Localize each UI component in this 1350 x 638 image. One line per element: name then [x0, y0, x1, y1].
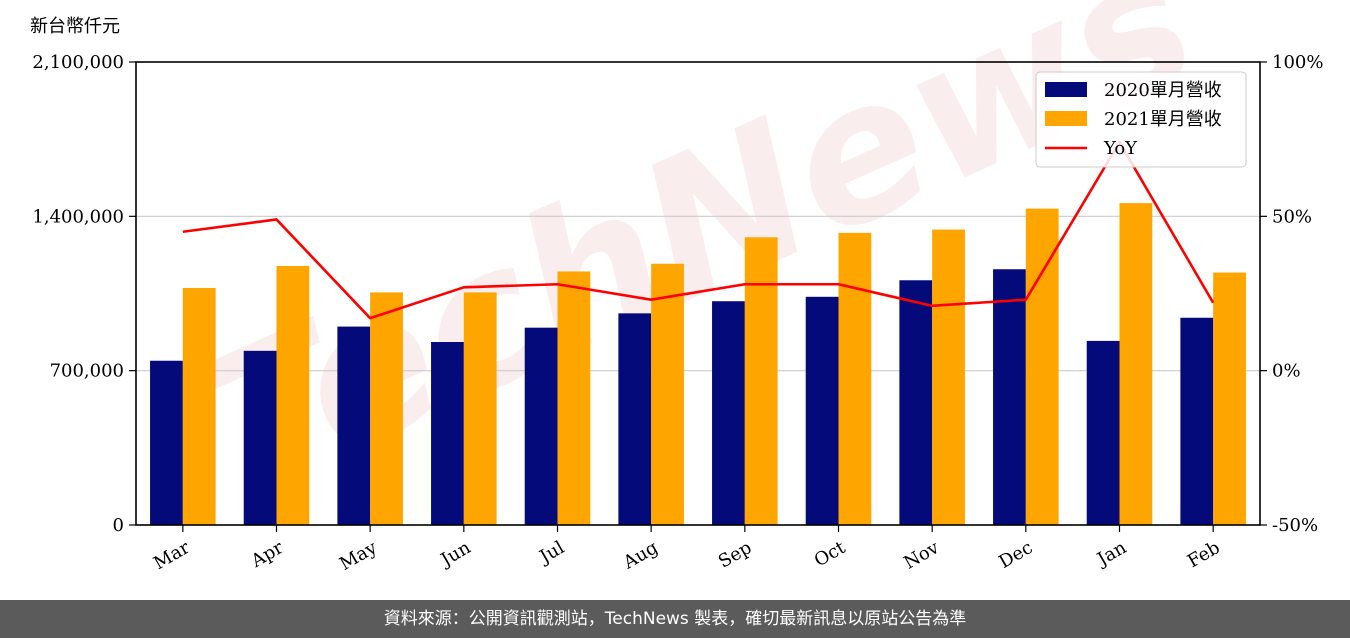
bar-2021-dec [1025, 208, 1059, 525]
legend-label-yoy: YoY [1103, 138, 1138, 159]
y-tick-label: 1,400,000 [32, 206, 124, 227]
bar-2020-dec [993, 269, 1026, 525]
legend-label-2021: 2021單月營收 [1104, 109, 1222, 130]
x-tick-label: Jun [436, 537, 475, 572]
chart: TechNews 0700,0001,400,0002,100,000-50%0… [30, 0, 1323, 575]
y-axis-unit-label: 新台幣仟元 [30, 16, 120, 37]
plot-frame [135, 61, 1261, 526]
bar-2020-mar [150, 360, 183, 525]
legend-label-2020: 2020單月營收 [1104, 80, 1222, 101]
bar-2020-oct [805, 296, 839, 525]
bar-2021-apr [276, 265, 310, 525]
bar-2020-nov [899, 280, 933, 525]
bar-2020-aug [618, 313, 652, 525]
bar-2020-sep [712, 301, 745, 525]
y2-tick-label: 100% [1272, 52, 1323, 73]
bar-2020-jul [524, 327, 558, 525]
x-tick-label: Aug [619, 537, 662, 574]
bar-2021-oct [838, 232, 872, 525]
yoy-line [182, 140, 1215, 320]
y-tick-label: 0 [113, 515, 124, 536]
x-tick-label: Oct [811, 537, 850, 572]
x-tick-label: May [336, 537, 381, 575]
legend-swatch-2021 [1045, 111, 1087, 126]
source-footer: 資料來源：公開資訊觀測站，TechNews 製表，確切最新訊息以原站公告為準 [0, 600, 1350, 638]
x-tick-label: Dec [995, 537, 1036, 573]
legend-box [1035, 71, 1247, 168]
yoy-line-layer [182, 140, 1215, 320]
x-tick-label: Jul [534, 537, 568, 569]
bar-2021-jan [1119, 203, 1153, 525]
x-tick-label: Nov [900, 537, 943, 574]
bar-2021-feb [1213, 272, 1246, 525]
bar-2021-nov [932, 229, 965, 526]
y-tick-label: 2,100,000 [32, 52, 124, 73]
grid-layer [136, 215, 1260, 372]
x-tick-label: Feb [1184, 537, 1224, 572]
x-tick-label: Jan [1092, 537, 1130, 571]
bar-2021-jul [557, 271, 591, 525]
y2-tick-label: 50% [1272, 206, 1312, 227]
y2-tick-label: -50% [1272, 515, 1318, 536]
x-tick-label: Sep [715, 537, 755, 572]
legend-swatch-2020 [1045, 82, 1087, 97]
y-tick-label: 700,000 [50, 361, 124, 382]
bar-2021-aug [651, 263, 684, 525]
bar-2020-jan [1086, 340, 1120, 525]
bar-2021-jun [463, 292, 497, 525]
bar-2021-may [370, 292, 403, 525]
bar-2020-jun [431, 342, 464, 525]
x-tick-label: Apr [247, 537, 287, 572]
x-tick-label: Mar [150, 537, 194, 574]
bar-2021-sep [744, 237, 778, 525]
bar-2020-apr [243, 350, 277, 525]
bar-2021-mar [182, 287, 216, 525]
legend: 2020單月營收 2021單月營收 YoY [1035, 71, 1247, 168]
y2-tick-label: 0% [1272, 361, 1301, 382]
bar-2020-feb [1180, 317, 1214, 525]
bar-2020-may [337, 326, 371, 525]
